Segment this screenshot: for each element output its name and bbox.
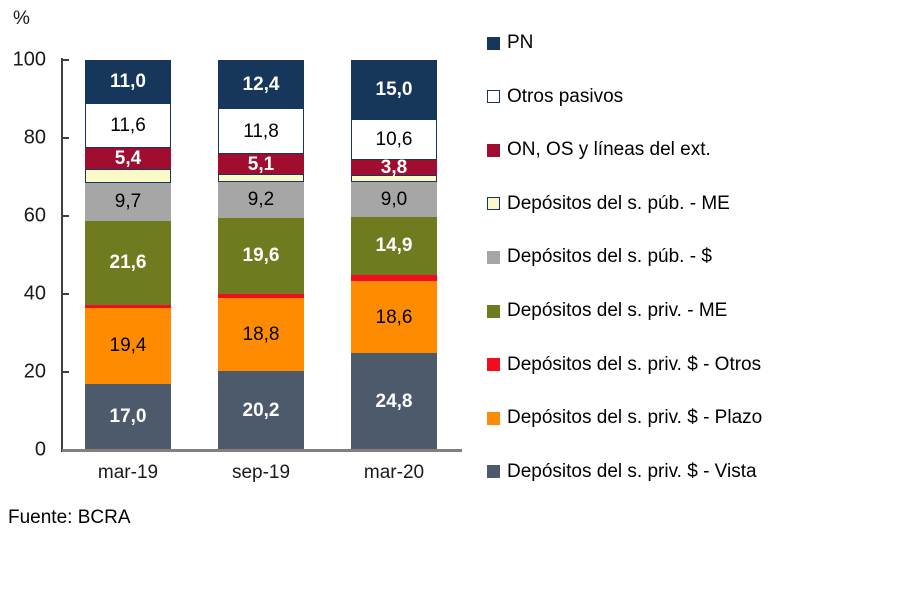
segment-value-label: 17,0 <box>109 406 147 428</box>
legend-label: ON, OS y líneas del ext. <box>507 139 711 161</box>
legend-swatch-icon <box>487 250 500 264</box>
segment-value-label: 3,8 <box>380 156 408 178</box>
bar-segment: 17,0 <box>85 383 171 450</box>
legend-swatch-icon <box>487 358 500 372</box>
segment-value-label: 9,7 <box>114 191 142 213</box>
segment-value-label: 9,0 <box>380 188 408 210</box>
bar-segment <box>85 169 171 183</box>
legend-swatch-icon <box>487 465 500 479</box>
y-tick-label: 80 <box>23 126 46 149</box>
segment-value-label: 20,2 <box>242 400 280 422</box>
y-tick-mark <box>62 137 69 139</box>
bar-segment: 10,6 <box>351 118 437 160</box>
bar-segment: 9,2 <box>218 181 304 218</box>
segment-value-label: 19,6 <box>242 245 280 267</box>
segment-value-label: 18,8 <box>242 324 280 346</box>
legend-label: Depósitos del s. priv. $ - Plazo <box>507 407 763 429</box>
bar-segment: 24,8 <box>351 353 437 450</box>
y-tick-label: 100 <box>12 48 46 71</box>
legend-item: Depósitos del s. priv. - ME <box>487 300 727 322</box>
legend-item: Depósitos del s. priv. $ - Otros <box>487 354 761 376</box>
segment-value-label: 11,8 <box>243 120 279 142</box>
bar-segment: 9,7 <box>85 182 171 221</box>
bar-segment: 5,4 <box>85 148 171 170</box>
source-note: Fuente: BCRA <box>8 507 131 528</box>
segment-value-label: 15,0 <box>375 78 413 100</box>
y-tick-mark <box>62 59 69 61</box>
legend-swatch-icon <box>487 90 500 104</box>
bar-segment: 19,4 <box>85 308 171 384</box>
segment-value-label: 24,8 <box>375 391 413 413</box>
legend-label: Depósitos del s. priv. $ - Otros <box>507 353 762 375</box>
segment-value-label: 19,4 <box>109 335 147 357</box>
bar-segment: 5,1 <box>218 153 304 175</box>
legend-label: Otros pasivos <box>507 85 624 107</box>
y-tick-label: 60 <box>23 204 46 227</box>
segment-value-label: 10,6 <box>375 128 413 150</box>
bar-segment <box>218 174 304 182</box>
segment-value-label: 21,6 <box>109 252 147 274</box>
x-axis-baseline <box>62 449 462 452</box>
x-category-label: sep-19 <box>231 462 291 483</box>
y-tick-label: 20 <box>23 360 46 383</box>
legend-swatch-icon <box>487 36 500 50</box>
legend-item: Depósitos del s. púb. - ME <box>487 193 730 215</box>
segment-value-label: 11,6 <box>110 115 146 137</box>
bar-segment: 18,6 <box>351 280 437 354</box>
legend-label: Depósitos del s. priv. - ME <box>507 300 728 321</box>
segment-value-label: 5,1 <box>247 153 275 175</box>
bar-segment: 20,2 <box>218 371 304 450</box>
legend-label: Depósitos del s. púb. - ME <box>507 192 730 214</box>
y-axis-unit-label: % <box>13 8 30 29</box>
legend-item: Depósitos del s. priv. $ - Plazo <box>487 407 762 429</box>
y-axis-line <box>61 58 63 452</box>
legend-label: PN <box>507 32 534 53</box>
bar-segment <box>351 174 437 182</box>
x-category-label: mar-20 <box>363 462 425 483</box>
bar-segment: 11,8 <box>218 108 304 155</box>
stacked-bar-mar-19: 17,0 19,4 21,6 9,7 5,4 11,6 11,0 <box>85 60 171 450</box>
segment-value-label: 9,2 <box>247 189 275 211</box>
legend-swatch-icon <box>487 411 500 425</box>
bar-segment: 12,4 <box>218 60 304 109</box>
bar-segment <box>218 294 304 298</box>
bar-segment: 18,8 <box>218 297 304 372</box>
segment-value-label: 5,4 <box>114 148 142 170</box>
bar-segment: 11,6 <box>85 102 171 149</box>
legend-label: Depósitos del s. púb. - $ <box>507 246 712 268</box>
bar-segment: 21,6 <box>85 220 171 305</box>
y-tick-mark <box>62 293 69 295</box>
y-tick-mark <box>62 215 69 217</box>
bar-segment: 3,8 <box>351 156 437 178</box>
legend-label: Depósitos del s. priv. $ - Vista <box>507 460 757 482</box>
legend-item: Otros pasivos <box>487 86 623 108</box>
y-tick-label: 0 <box>34 438 46 461</box>
legend-item: Depósitos del s. priv. $ - Vista <box>487 461 757 483</box>
x-category-label: mar-19 <box>97 462 159 483</box>
bar-segment: 15,0 <box>351 60 437 119</box>
segment-value-label: 18,6 <box>375 306 413 328</box>
bar-segment: 14,9 <box>351 216 437 275</box>
y-tick-label: 40 <box>23 282 46 305</box>
segment-value-label: 12,4 <box>242 73 280 95</box>
legend-item: ON, OS y líneas del ext. <box>487 139 711 161</box>
legend-item: Depósitos del s. púb. - $ <box>487 246 712 268</box>
segment-value-label: 11,0 <box>110 70 146 92</box>
segment-value-label: 14,9 <box>375 235 413 257</box>
legend-item: PN <box>487 32 533 54</box>
legend-swatch-icon <box>487 143 500 157</box>
bar-segment <box>85 304 171 309</box>
legend-swatch-icon <box>487 304 500 318</box>
stacked-bar-sep-19: 20,2 18,8 19,6 9,2 5,1 11,8 12,4 <box>218 60 304 450</box>
bar-segment <box>351 274 437 281</box>
bar-segment: 11,0 <box>85 60 171 103</box>
bar-segment: 19,6 <box>218 217 304 294</box>
y-tick-mark <box>62 371 69 373</box>
stacked-bar-mar-20: 24,8 18,6 14,9 9,0 3,8 10,6 15,0 <box>351 60 437 450</box>
legend-swatch-icon <box>487 197 500 211</box>
bar-segment: 9,0 <box>351 181 437 217</box>
